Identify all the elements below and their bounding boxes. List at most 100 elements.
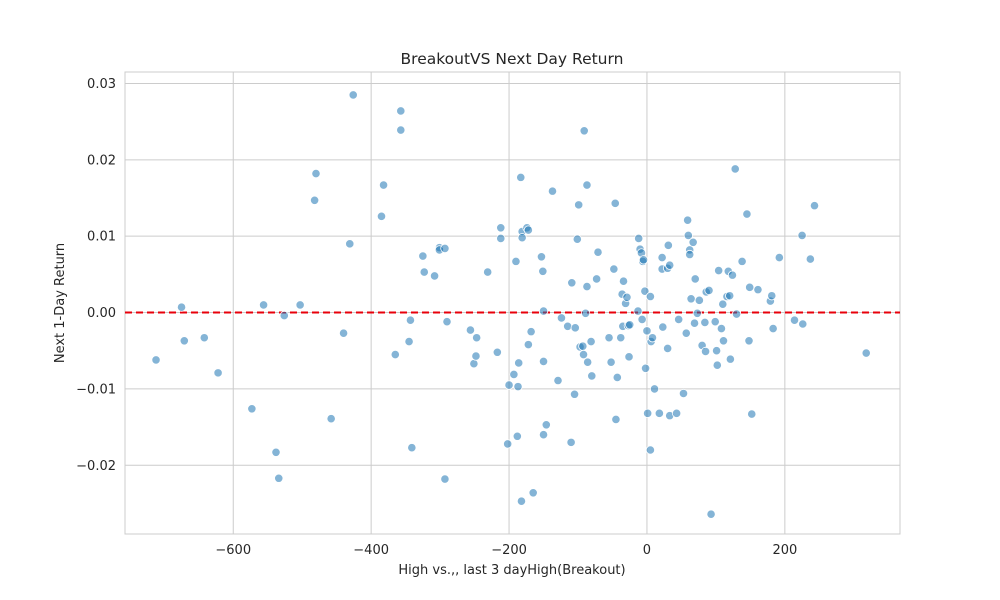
data-point: [407, 443, 417, 453]
chart-title: BreakoutVS Next Day Return: [401, 50, 624, 68]
data-point: [570, 323, 580, 333]
data-point: [672, 408, 682, 418]
data-point: [547, 186, 558, 196]
data-point: [663, 343, 673, 354]
data-point: [798, 319, 808, 329]
data-point: [657, 252, 667, 263]
data-point: [586, 336, 596, 347]
data-point: [513, 382, 523, 392]
data-point: [727, 270, 738, 280]
data-point: [742, 209, 752, 219]
data-point: [612, 372, 622, 383]
data-point: [592, 274, 602, 284]
data-point: [572, 234, 582, 244]
data-point: [469, 359, 479, 369]
data-point: [625, 320, 635, 330]
data-point: [536, 252, 547, 262]
data-point: [716, 323, 727, 334]
data-point: [731, 309, 742, 319]
data-point: [645, 445, 656, 455]
data-point: [637, 314, 647, 325]
data-point: [528, 488, 538, 498]
data-point: [604, 333, 614, 343]
data-point: [658, 322, 668, 332]
data-point: [512, 431, 522, 441]
data-point: [809, 201, 820, 211]
x-axis-ticks: −600 −400 −200 0 200: [215, 543, 797, 558]
y-tick-label: −0.02: [76, 459, 116, 474]
data-point: [685, 249, 695, 260]
data-point: [683, 215, 693, 225]
data-point: [516, 172, 526, 182]
data-point: [583, 357, 593, 367]
data-point: [503, 439, 513, 449]
data-point: [678, 388, 689, 399]
y-axis-label: Next 1-Day Return: [53, 243, 68, 363]
data-point: [805, 254, 815, 264]
data-point: [566, 437, 576, 447]
data-point: [404, 336, 414, 347]
data-point: [258, 300, 269, 310]
data-point: [348, 90, 358, 100]
data-point: [516, 496, 527, 506]
data-point: [563, 321, 573, 331]
data-point: [517, 233, 527, 243]
data-point: [582, 281, 592, 292]
data-point: [553, 375, 563, 386]
data-point: [640, 286, 650, 296]
data-point: [774, 252, 784, 263]
grid: [125, 72, 900, 534]
data-point: [326, 414, 336, 424]
data-point: [611, 414, 621, 425]
data-point: [580, 308, 591, 318]
data-point: [472, 333, 482, 343]
data-point: [593, 247, 603, 257]
data-points: [151, 90, 871, 519]
data-point: [483, 267, 493, 277]
data-point: [663, 240, 673, 250]
data-point: [704, 285, 714, 295]
data-point: [538, 356, 549, 367]
data-point: [725, 291, 735, 301]
x-tick-label: −400: [353, 543, 389, 558]
data-point: [538, 306, 549, 316]
data-point: [686, 294, 696, 304]
data-point: [504, 380, 514, 390]
data-point: [176, 302, 187, 312]
y-axis-ticks: −0.02 −0.01 0.00 0.01 0.02 0.03: [76, 77, 116, 474]
data-point: [610, 198, 620, 208]
data-point: [718, 299, 728, 309]
y-tick-label: 0.01: [87, 230, 116, 245]
data-point: [582, 180, 592, 190]
data-point: [745, 282, 755, 292]
data-point: [710, 317, 720, 327]
data-point: [692, 308, 702, 318]
data-point: [274, 473, 284, 483]
data-point: [405, 315, 416, 325]
data-point: [624, 352, 634, 362]
data-point: [440, 474, 450, 484]
data-point: [737, 256, 747, 266]
data-point: [712, 360, 722, 370]
data-point: [295, 300, 305, 310]
data-point: [622, 292, 632, 302]
data-point: [538, 266, 548, 276]
data-point: [419, 267, 429, 277]
data-point: [609, 264, 619, 274]
data-point: [579, 126, 589, 136]
x-tick-label: −600: [215, 543, 251, 558]
data-point: [747, 409, 757, 419]
data-point: [689, 318, 700, 328]
data-point: [492, 347, 502, 357]
data-point: [633, 306, 643, 316]
data-point: [688, 237, 698, 247]
data-point: [310, 195, 320, 205]
data-point: [496, 223, 506, 233]
data-point: [649, 384, 660, 394]
data-point: [616, 333, 626, 343]
data-point: [768, 323, 778, 334]
data-point: [753, 285, 763, 295]
data-point: [574, 200, 584, 210]
data-point: [247, 404, 257, 414]
data-point: [711, 346, 722, 356]
